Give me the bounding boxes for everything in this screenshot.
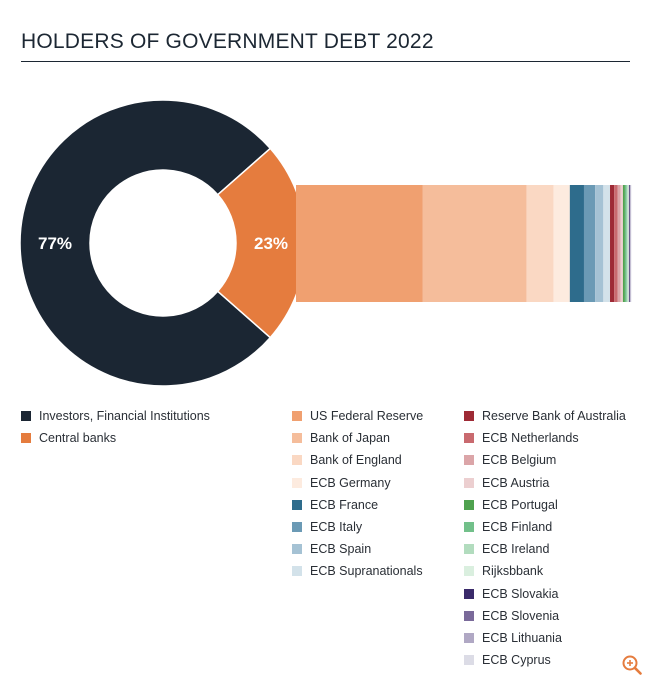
legend-item-investors-financial-institutions: Investors, Financial Institutions xyxy=(21,405,210,427)
legend-label: ECB Netherlands xyxy=(482,431,579,446)
chart-title: HOLDERS OF GOVERNMENT DEBT 2022 xyxy=(21,30,434,53)
legend-holders: Investors, Financial Institutions Central… xyxy=(21,405,210,449)
legend-swatch xyxy=(292,544,302,555)
legend-item-ecb-belgium: ECB Belgium xyxy=(464,449,626,471)
legend-label: ECB Lithuania xyxy=(482,630,562,645)
legend-label: Bank of England xyxy=(310,453,402,468)
bar-segment-ecb-austria xyxy=(620,185,623,302)
legend-item-ecb-austria: ECB Austria xyxy=(464,472,626,494)
legend-label: ECB Slovenia xyxy=(482,608,560,623)
legend-swatch xyxy=(464,566,474,577)
bar-segment-ecb-lithuania xyxy=(630,185,631,302)
legend-item-ecb-supranationals: ECB Supranationals xyxy=(292,560,423,582)
bar-segment-ecb-cyprus xyxy=(630,185,632,302)
legend-item-bank-of-japan: Bank of Japan xyxy=(292,427,423,449)
legend-label: ECB Belgium xyxy=(482,453,557,468)
legend-swatch xyxy=(21,433,31,444)
bar-segment-ecb-finland xyxy=(624,185,627,302)
legend-label: ECB France xyxy=(310,497,379,512)
legend-label: Rijksbbank xyxy=(482,564,544,579)
legend-swatch xyxy=(292,433,302,444)
legend-swatch xyxy=(464,588,474,599)
bar-segment-ecb-portugal xyxy=(622,185,625,302)
legend-swatch xyxy=(464,632,474,643)
legend-item-ecb-portugal: ECB Portugal xyxy=(464,494,626,516)
legend-swatch xyxy=(292,499,302,510)
bar-segment-ecb-ireland xyxy=(626,185,628,302)
legend-swatch xyxy=(464,655,474,666)
legend-central-banks-column-2: Reserve Bank of Australia ECB Netherlands… xyxy=(464,405,626,671)
legend-item-ecb-lithuania: ECB Lithuania xyxy=(464,627,626,649)
donut-slice-investors-financial-institutions xyxy=(19,99,272,387)
legend-swatch xyxy=(464,522,474,533)
donut-label-investors-financial-institutions: 77% xyxy=(38,234,72,253)
legend-swatch xyxy=(292,411,302,422)
bar-segment-ecb-france xyxy=(569,185,584,302)
legend-item-ecb-italy: ECB Italy xyxy=(292,516,423,538)
legend-swatch xyxy=(292,566,302,577)
holders-chart: 77% 23% xyxy=(19,99,632,387)
central-banks-breakdown-bar xyxy=(296,185,632,302)
legend-item-rijksbbank: Rijksbbank xyxy=(464,560,626,582)
donut-labels: 77% 23% xyxy=(38,234,288,253)
bar-segment-ecb-germany xyxy=(553,185,570,302)
legend-label: ECB Ireland xyxy=(482,542,550,557)
legend-item-reserve-bank-of-australia: Reserve Bank of Australia xyxy=(464,405,626,427)
legend-label: ECB Cyprus xyxy=(482,653,551,668)
legend-swatch xyxy=(464,411,474,422)
legend-label: ECB Portugal xyxy=(482,497,558,512)
bar-segment-ecb-supranationals xyxy=(603,185,611,302)
donut-label-central-banks: 23% xyxy=(254,234,288,253)
legend-item-ecb-spain: ECB Spain xyxy=(292,538,423,560)
legend-label: ECB Germany xyxy=(310,475,391,490)
legend-item-ecb-slovakia: ECB Slovakia xyxy=(464,583,626,605)
legend-swatch xyxy=(464,610,474,621)
legend-swatch xyxy=(464,477,474,488)
bar-segment-ecb-netherlands xyxy=(614,185,618,302)
legend-swatch xyxy=(21,411,31,422)
legend-label: Central banks xyxy=(39,431,117,446)
legend-central-banks-column-1: US Federal Reserve Bank of Japan Bank of E… xyxy=(292,405,423,583)
legend-swatch xyxy=(464,499,474,510)
bar-segment-reserve-bank-of-australia xyxy=(610,185,615,302)
legend-label: ECB Finland xyxy=(482,520,553,535)
legend-label: Reserve Bank of Australia xyxy=(482,409,626,424)
legend-label: Investors, Financial Institutions xyxy=(39,409,210,424)
legend-item-ecb-netherlands: ECB Netherlands xyxy=(464,427,626,449)
bar-segment-ecb-slovakia xyxy=(628,185,630,302)
legend-label: ECB Italy xyxy=(310,520,363,535)
bar-segment-ecb-italy xyxy=(583,185,596,302)
legend-swatch xyxy=(464,544,474,555)
legend-swatch xyxy=(292,477,302,488)
bar-segment-ecb-belgium xyxy=(617,185,621,302)
legend-item-central-banks: Central banks xyxy=(21,427,210,449)
legend-item-ecb-ireland: ECB Ireland xyxy=(464,538,626,560)
bar-segment-rijksbbank xyxy=(627,185,629,302)
legend-swatch xyxy=(292,455,302,466)
bar-segment-us-federal-reserve xyxy=(296,185,423,302)
legend-swatch xyxy=(464,433,474,444)
legend-item-us-federal-reserve: US Federal Reserve xyxy=(292,405,423,427)
legend-item-ecb-germany: ECB Germany xyxy=(292,472,423,494)
donut-chart xyxy=(19,99,307,387)
bar-segment-bank-of-japan xyxy=(422,185,527,302)
legend-item-bank-of-england: Bank of England xyxy=(292,449,423,471)
zoom-in-icon[interactable] xyxy=(621,654,643,676)
bar-segment-ecb-slovenia xyxy=(629,185,631,302)
legend-label: ECB Supranationals xyxy=(310,564,423,579)
bar-segment-bank-of-england xyxy=(526,185,554,302)
legend-label: ECB Austria xyxy=(482,475,550,490)
legend-swatch xyxy=(292,522,302,533)
bar-segment-ecb-spain xyxy=(595,185,604,302)
legend-item-ecb-slovenia: ECB Slovenia xyxy=(464,605,626,627)
legend-swatch xyxy=(464,455,474,466)
title-divider xyxy=(21,61,630,62)
legend-label: ECB Spain xyxy=(310,542,372,557)
legend-label: ECB Slovakia xyxy=(482,586,559,601)
legend-label: Bank of Japan xyxy=(310,431,390,446)
legend-label: US Federal Reserve xyxy=(310,409,424,424)
legend-item-ecb-cyprus: ECB Cyprus xyxy=(464,649,626,671)
legend-item-ecb-france: ECB France xyxy=(292,494,423,516)
legend-item-ecb-finland: ECB Finland xyxy=(464,516,626,538)
